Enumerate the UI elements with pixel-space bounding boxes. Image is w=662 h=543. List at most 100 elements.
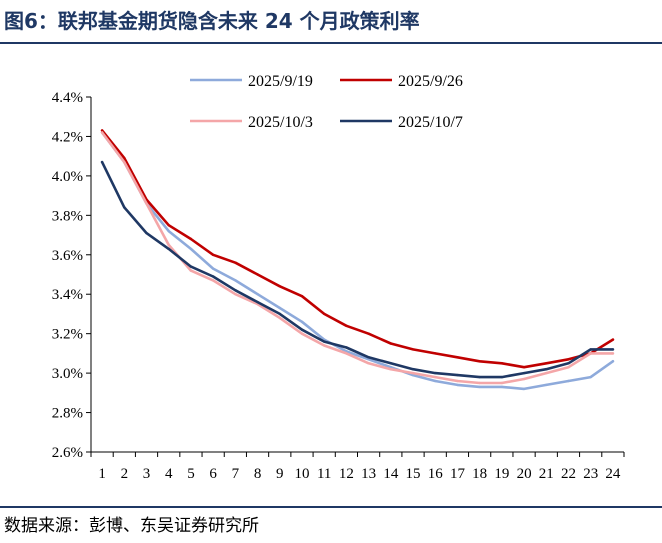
legend-label-1: 2025/9/19 xyxy=(248,73,313,90)
x-tick-label: 24 xyxy=(605,466,621,482)
data-point xyxy=(522,366,526,369)
data-point xyxy=(345,346,348,349)
x-tick-label: 15 xyxy=(406,466,421,482)
data-point xyxy=(411,348,415,351)
x-tick-label: 20 xyxy=(517,466,532,482)
data-point xyxy=(545,362,548,365)
y-tick-label: 4.2% xyxy=(52,129,83,145)
data-point xyxy=(234,279,237,282)
data-point xyxy=(589,352,592,355)
data-point xyxy=(367,332,370,335)
data-point xyxy=(278,316,281,320)
x-tick-label: 6 xyxy=(209,466,217,482)
data-point xyxy=(167,247,170,251)
series-line-1 xyxy=(100,131,615,391)
data-point xyxy=(300,332,304,335)
y-tick-label: 3.0% xyxy=(52,366,83,382)
data-point xyxy=(611,360,615,363)
data-point xyxy=(589,375,592,379)
data-point xyxy=(522,371,526,375)
data-point xyxy=(456,356,459,359)
data-point xyxy=(389,342,392,345)
chart-legend: 2025/9/19 2025/9/26 2025/10/3 2025/10/7 xyxy=(190,73,463,131)
y-tick-label: 3.6% xyxy=(52,248,83,264)
data-point xyxy=(456,379,459,383)
x-tick-label: 1 xyxy=(98,466,106,482)
data-point xyxy=(567,358,570,361)
data-point xyxy=(478,360,481,363)
data-point xyxy=(478,385,481,389)
data-point xyxy=(545,371,548,375)
data-point xyxy=(456,373,459,377)
series-line-2 xyxy=(100,129,615,369)
data-point xyxy=(500,375,504,379)
data-point xyxy=(434,375,437,379)
data-point xyxy=(545,368,548,371)
source-note: 数据来源：彭博、东吴证券研究所 xyxy=(4,516,259,536)
data-point xyxy=(456,383,459,387)
data-point xyxy=(100,129,104,132)
y-tick-label: 2.6% xyxy=(52,445,83,461)
data-point xyxy=(278,312,281,316)
data-point xyxy=(189,237,193,241)
data-point xyxy=(234,293,237,296)
data-point xyxy=(100,160,104,164)
x-tick-label: 2 xyxy=(121,466,129,482)
series-line-4 xyxy=(100,160,615,379)
x-tick-label: 14 xyxy=(383,466,399,482)
data-point xyxy=(389,362,392,365)
data-point xyxy=(611,352,615,355)
x-tick-label: 13 xyxy=(361,466,376,482)
data-point xyxy=(123,206,126,209)
data-point xyxy=(167,229,170,233)
data-point xyxy=(211,275,215,278)
data-point xyxy=(522,377,526,381)
x-tick-label: 16 xyxy=(428,466,444,482)
x-tick-label: 5 xyxy=(187,466,195,482)
data-point xyxy=(323,312,326,316)
x-tick-label: 21 xyxy=(539,466,554,482)
data-point xyxy=(234,261,237,264)
y-tick-label: 3.8% xyxy=(52,208,83,224)
data-point xyxy=(278,306,281,310)
y-tick-label: 4.4% xyxy=(52,90,83,106)
data-point xyxy=(189,247,193,251)
data-point xyxy=(100,131,104,134)
data-point xyxy=(411,368,415,371)
chart-series xyxy=(100,129,615,391)
y-tick-label: 4.0% xyxy=(52,169,83,185)
data-point xyxy=(500,362,504,365)
legend-label-3: 2025/10/3 xyxy=(248,114,313,131)
data-point xyxy=(256,273,259,276)
x-tick-label: 22 xyxy=(561,466,576,482)
data-point xyxy=(300,295,304,298)
chart-axes: 2.6% 2.8% 3.0% 3.2% 3.4% 3.6% 3.8% 4.0% 4.2% 4.4%… xyxy=(52,90,625,482)
data-point xyxy=(211,279,215,282)
data-point xyxy=(611,338,615,341)
data-point xyxy=(256,293,259,296)
data-point xyxy=(434,352,437,355)
y-tick-label: 3.4% xyxy=(52,287,83,303)
data-point xyxy=(145,231,148,235)
x-tick-label: 12 xyxy=(339,466,354,482)
data-point xyxy=(167,243,170,247)
x-tick-label: 9 xyxy=(276,466,284,482)
data-point xyxy=(145,202,148,205)
x-tick-label: 7 xyxy=(232,466,240,482)
data-point xyxy=(589,348,592,351)
x-tick-label: 10 xyxy=(294,466,309,482)
data-point xyxy=(500,381,504,385)
x-tick-label: 17 xyxy=(450,466,466,482)
y-tick-label: 2.8% xyxy=(52,406,83,422)
data-point xyxy=(300,320,304,323)
data-point xyxy=(300,328,304,331)
data-point xyxy=(611,348,615,351)
data-point xyxy=(389,368,392,371)
data-point xyxy=(123,160,126,164)
data-point xyxy=(256,300,259,304)
data-point xyxy=(478,381,481,385)
data-point xyxy=(434,371,437,375)
data-point xyxy=(567,379,570,383)
data-point xyxy=(345,324,348,327)
